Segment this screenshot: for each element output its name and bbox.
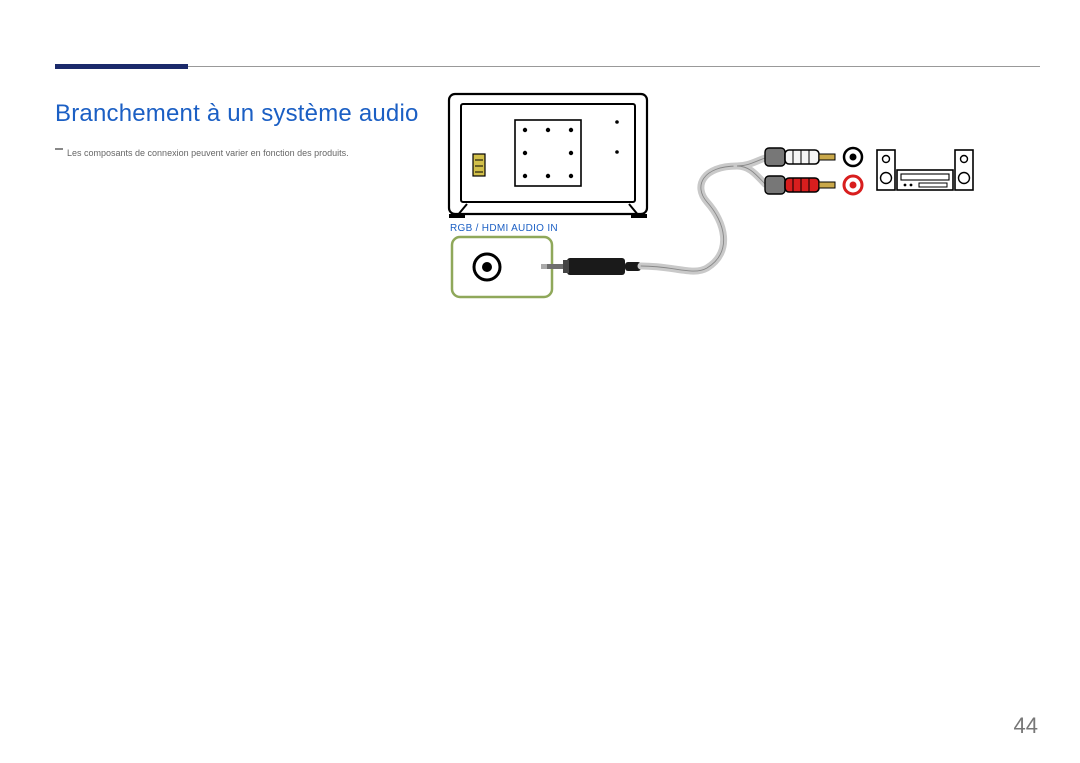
header-rule bbox=[55, 66, 1040, 67]
connection-diagram bbox=[445, 92, 1005, 312]
note-row: Les composants de connexion peuvent vari… bbox=[55, 148, 349, 158]
jack-plug-icon bbox=[541, 258, 641, 275]
header-accent-bar bbox=[55, 64, 188, 69]
cable-main-icon bbox=[641, 166, 737, 271]
note-dash-icon bbox=[55, 148, 63, 150]
page-number: 44 bbox=[1014, 713, 1038, 739]
manual-page: Branchement à un système audio Les compo… bbox=[0, 0, 1080, 763]
diagram-svg bbox=[445, 92, 1005, 312]
rca-white-plug-icon bbox=[765, 148, 862, 166]
rca-red-plug-icon bbox=[765, 176, 862, 194]
section-heading: Branchement à un système audio bbox=[55, 100, 419, 128]
cable-splitter-icon bbox=[737, 158, 765, 184]
tv-back-icon bbox=[449, 94, 647, 218]
audio-port-box-icon bbox=[452, 237, 552, 297]
note-text: Les composants de connexion peuvent vari… bbox=[67, 148, 349, 158]
stereo-system-icon bbox=[877, 150, 973, 190]
